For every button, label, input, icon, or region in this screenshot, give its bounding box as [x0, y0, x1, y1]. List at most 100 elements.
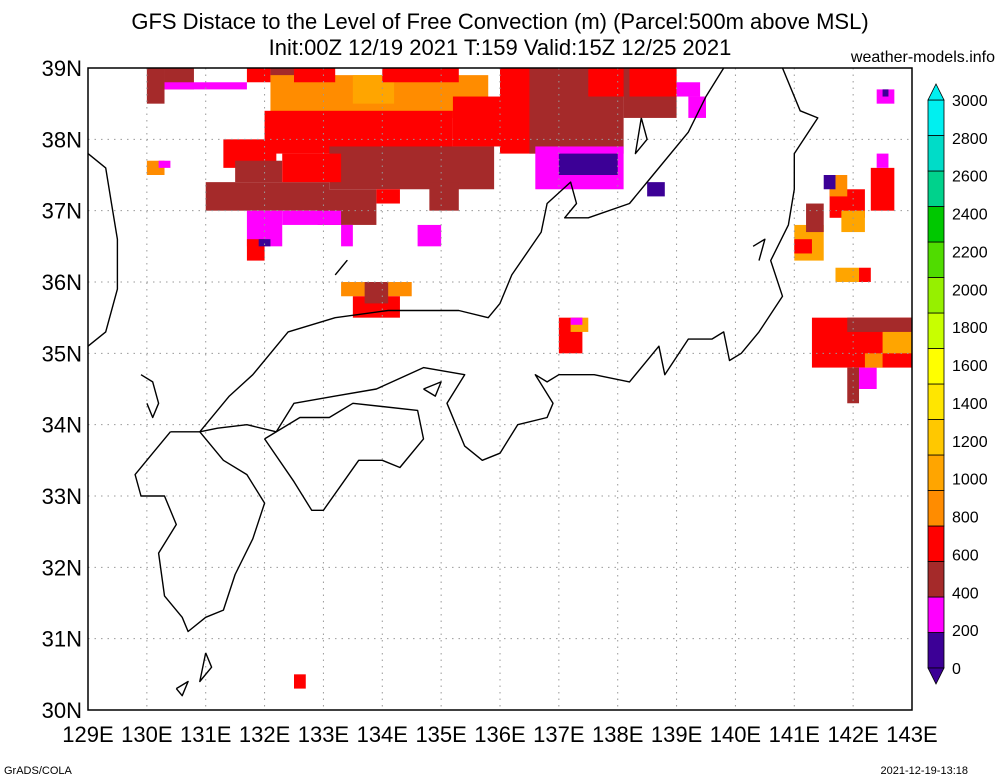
latitude-labels: 30N 31N 32N 33N 34N 35N 36N 37N 38N 39N [42, 56, 82, 723]
shade-cell [876, 89, 895, 104]
lat-tick-label: 33N [42, 484, 82, 509]
lat-tick-label: 38N [42, 127, 82, 152]
colorbar-segment [927, 454, 945, 491]
colorbar-label: 1800 [952, 320, 988, 337]
shade-cell [835, 267, 860, 282]
colorbar-label: 1600 [952, 358, 988, 375]
lat-tick-label: 37N [42, 199, 82, 224]
coastline [140, 374, 160, 419]
lon-tick-label: 135E [415, 722, 466, 747]
coastline [199, 67, 819, 461]
colorbar-segment [927, 525, 945, 562]
colorbar-bottom-arrow [927, 667, 945, 685]
colorbar-segment [927, 632, 945, 669]
coastlines [87, 67, 819, 697]
shade-cell [282, 210, 342, 225]
lon-tick-label: 142E [827, 722, 878, 747]
colorbar-label: 1000 [952, 472, 988, 489]
coastline [264, 402, 425, 511]
lon-tick-label: 134E [357, 722, 408, 747]
shade-cell [417, 224, 442, 247]
shade-cell [364, 282, 389, 304]
lon-tick-label: 143E [886, 722, 937, 747]
lat-tick-label: 39N [42, 56, 82, 81]
title-line-2: Init:00Z 12/19 2021 T:159 Valid:15Z 12/2… [269, 35, 732, 60]
lat-tick-label: 32N [42, 555, 82, 580]
lon-tick-label: 129E [62, 722, 113, 747]
lat-tick-label: 36N [42, 270, 82, 295]
lat-tick-label: 34N [42, 413, 82, 438]
shade-cell [823, 175, 836, 190]
shade-cell [688, 96, 706, 118]
shade-cell [859, 367, 877, 389]
shade-cell [246, 68, 271, 83]
coastline [134, 431, 266, 633]
coastline [334, 259, 348, 276]
shade-cell [235, 160, 283, 183]
shade-cell [329, 146, 495, 190]
shading-layer [146, 68, 912, 689]
lon-tick-label: 130E [121, 722, 172, 747]
colorbar-segment [927, 170, 945, 207]
shade-cell [429, 182, 459, 211]
footer-right: 2021-12-19-13:18 [881, 765, 968, 777]
lon-tick-label: 137E [533, 722, 584, 747]
colorbar-label: 2400 [952, 207, 988, 224]
shade-cell [859, 267, 871, 282]
shade-cell [341, 224, 353, 247]
shade-cell [629, 68, 677, 97]
shade-cell [864, 353, 883, 368]
shade-cell [294, 68, 336, 83]
shade-cell [570, 317, 583, 325]
shade-cell [882, 331, 912, 354]
colorbar-label: 0 [952, 661, 961, 678]
shade-cell [870, 167, 895, 211]
shade-cell [841, 210, 865, 233]
colorbar-label: 1400 [952, 396, 988, 413]
coastline [199, 652, 213, 683]
title-line-1: GFS Distace to the Level of Free Convect… [131, 9, 868, 34]
colorbar-label: 2200 [952, 244, 988, 261]
shade-cell [282, 153, 342, 183]
lon-tick-label: 140E [710, 722, 761, 747]
coastline [175, 680, 189, 697]
footer-left: GrADS/COLA [4, 765, 73, 777]
shade-cell [146, 68, 165, 104]
lon-tick-label: 133E [298, 722, 349, 747]
shade-cell [847, 317, 912, 332]
colorbar-segment [927, 99, 945, 136]
shade-cell [558, 153, 618, 175]
colorbar-segment [927, 348, 945, 385]
colorbar-segment [927, 596, 945, 633]
gridlines [88, 68, 912, 710]
colorbar-label: 200 [952, 623, 979, 640]
lat-tick-label: 31N [42, 627, 82, 652]
colorbar-segment [927, 135, 945, 172]
shade-cell [876, 153, 889, 168]
lon-tick-label: 141E [769, 722, 820, 747]
colorbar-label: 400 [952, 585, 979, 602]
colorbar-segment [927, 419, 945, 456]
map-background [88, 68, 912, 710]
shade-cell [258, 239, 271, 247]
coastline [634, 117, 648, 155]
colorbar-segment [927, 312, 945, 349]
lat-tick-label: 30N [42, 698, 82, 723]
shade-cell [794, 239, 812, 254]
shade-cell [806, 203, 824, 233]
lon-tick-label: 139E [651, 722, 702, 747]
colorbar-segment [927, 383, 945, 420]
colorbar-label: 2000 [952, 282, 988, 299]
colorbar-label: 2600 [952, 169, 988, 186]
colorbar-label: 2800 [952, 131, 988, 148]
colorbar-top-arrow [927, 83, 945, 101]
colorbar-segment [927, 241, 945, 278]
shade-cell [847, 367, 860, 404]
shade-cell [647, 182, 665, 197]
shade-cell [294, 674, 306, 689]
colorbar-label: 1200 [952, 434, 988, 451]
colorbar-segment [927, 490, 945, 527]
colorbar-segment [927, 277, 945, 314]
lon-tick-label: 138E [592, 722, 643, 747]
